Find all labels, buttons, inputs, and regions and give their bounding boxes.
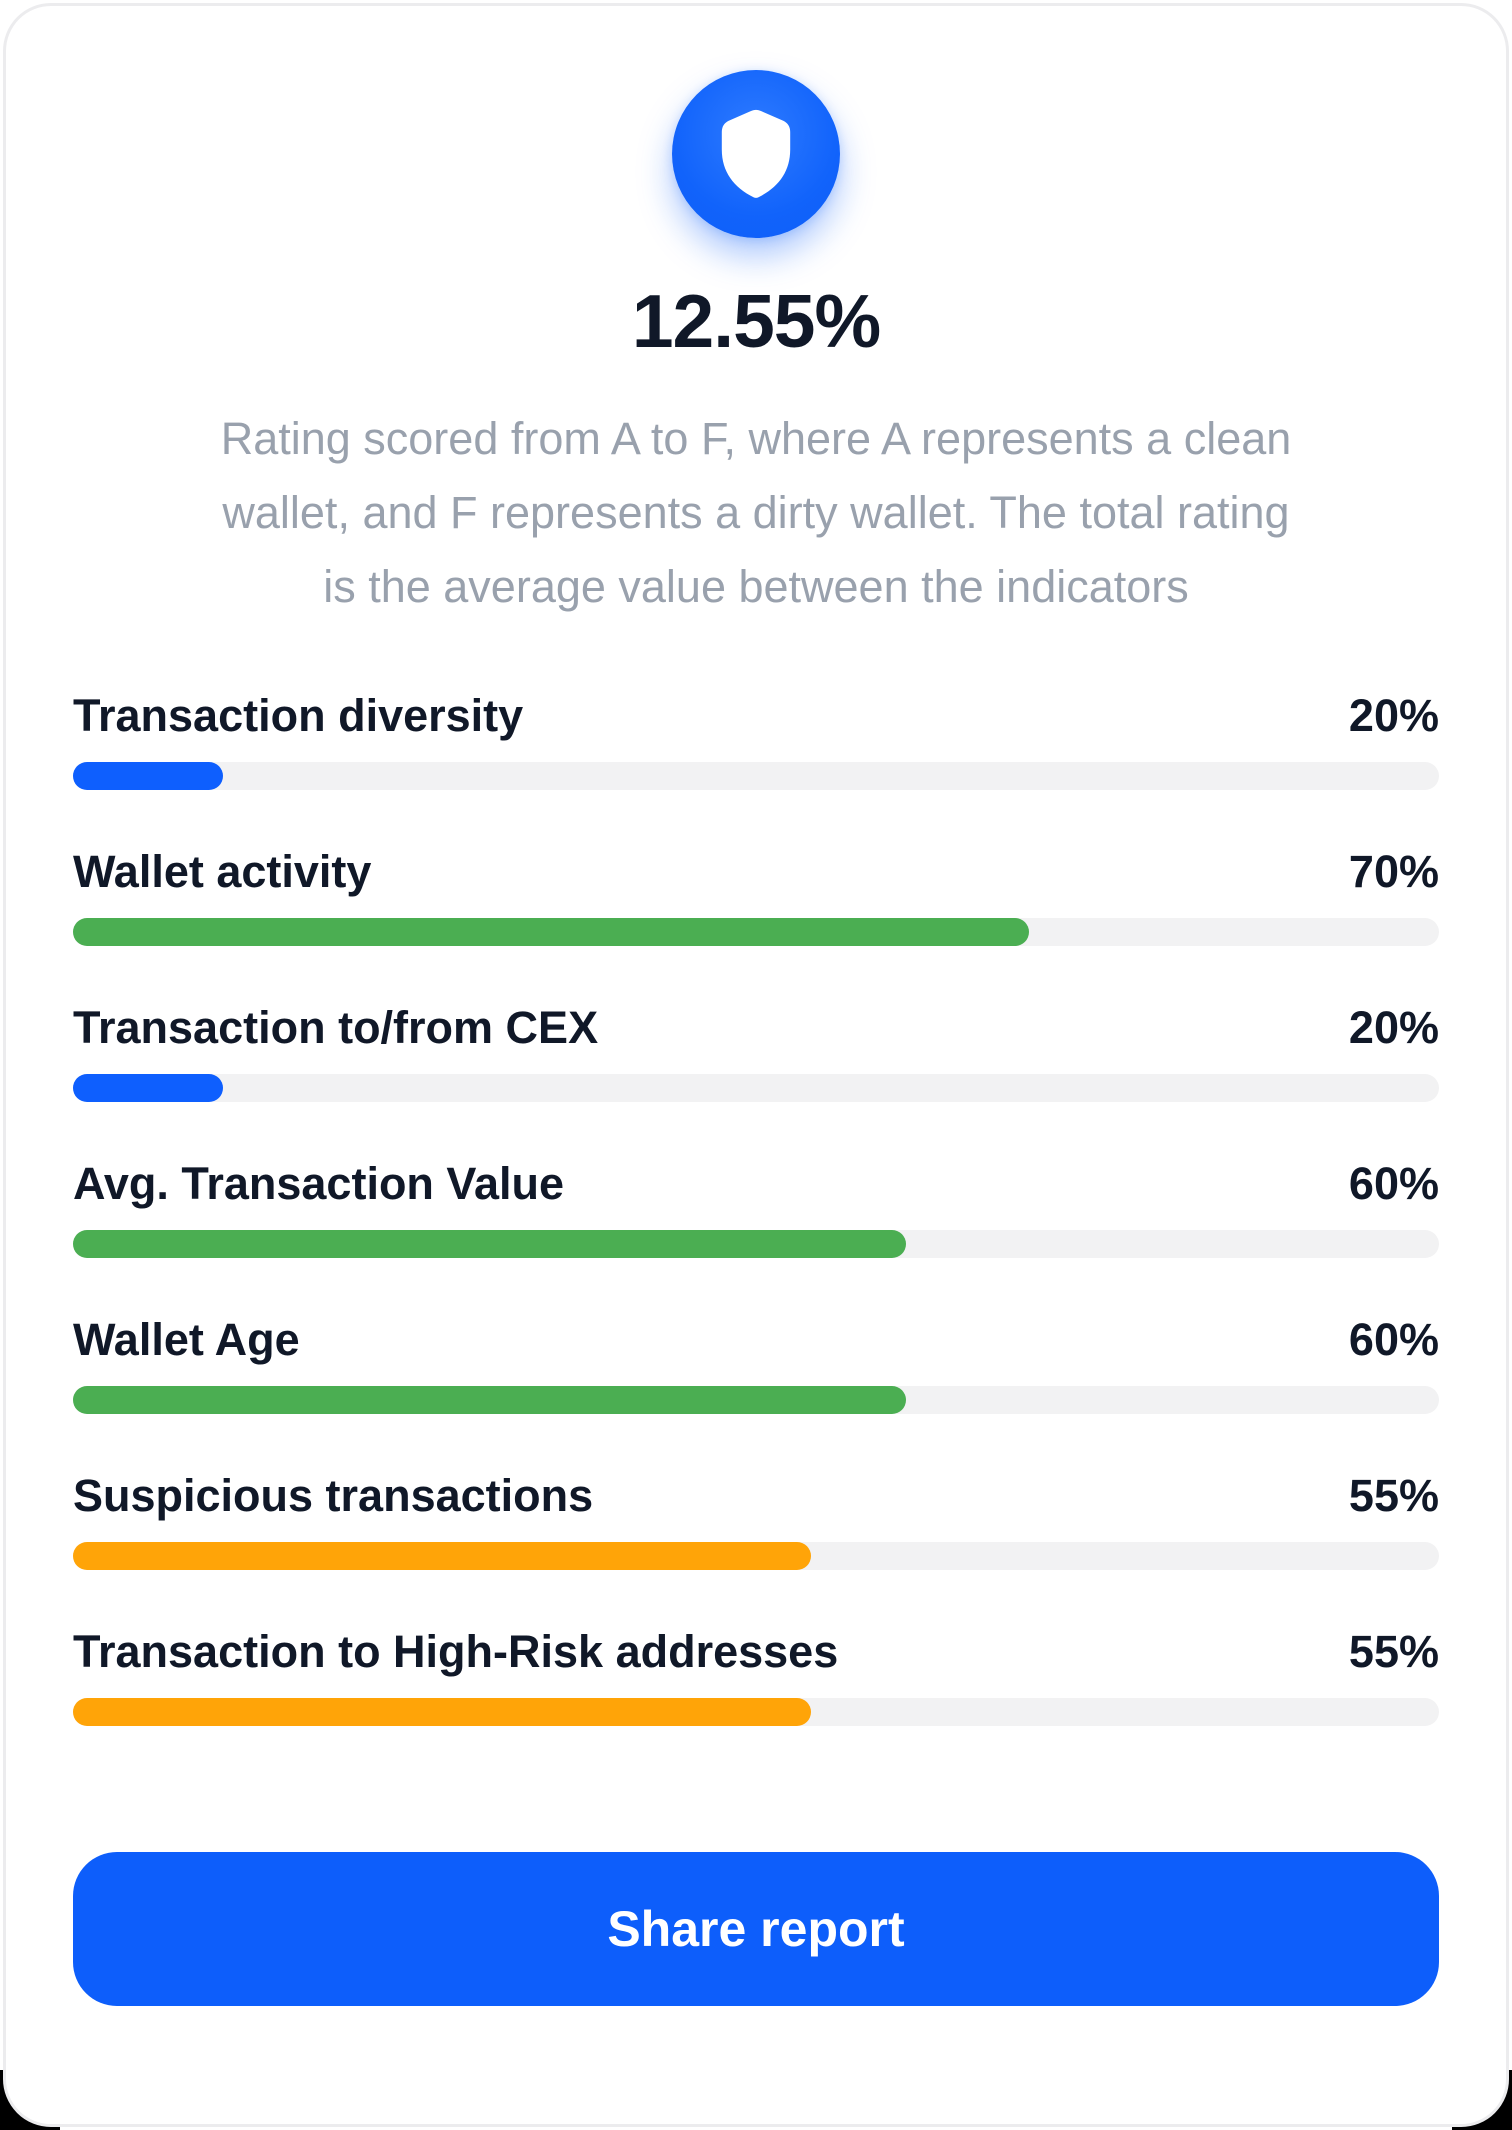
indicator-bar-fill: [73, 1698, 811, 1726]
indicator-row: Wallet activity 70%: [73, 846, 1439, 946]
share-report-button[interactable]: Share report: [73, 1852, 1439, 2006]
indicator-bar-fill: [73, 762, 224, 790]
total-rating-score: 12.55%: [631, 279, 881, 363]
indicator-label: Transaction diversity: [73, 690, 524, 741]
indicator-label: Transaction to High-Risk addresses: [73, 1626, 839, 1677]
indicator-value: 60%: [1348, 1314, 1439, 1365]
indicator-value: 20%: [1348, 690, 1439, 741]
indicator-label: Suspicious transactions: [73, 1470, 594, 1521]
rating-description-line: Rating scored from A to F, where A repre…: [220, 413, 1292, 464]
indicator-row: Wallet Age 60%: [73, 1314, 1439, 1414]
rating-description-line: is the average value between the indicat…: [323, 561, 1189, 612]
indicator-bar-fill: [73, 918, 1030, 946]
indicator-value: 55%: [1348, 1626, 1439, 1677]
indicator-row: Transaction to High-Risk addresses 55%: [73, 1626, 1439, 1726]
indicator-label: Wallet Age: [73, 1314, 300, 1365]
indicator-bar-fill: [73, 1074, 224, 1102]
indicator-row-head: Wallet Age 60%: [73, 1314, 1439, 1366]
indicator-row-head: Transaction diversity 20%: [73, 690, 1439, 742]
shield-icon: [711, 104, 801, 204]
shield-badge: [672, 70, 840, 238]
indicator-label: Transaction to/from CEX: [73, 1002, 599, 1053]
indicator-row-head: Transaction to/from CEX 20%: [73, 1002, 1439, 1054]
indicator-list: Transaction diversity 20% Wallet activity 7…: [73, 690, 1439, 1726]
indicator-row: Transaction to/from CEX 20%: [73, 1002, 1439, 1102]
indicator-value: 55%: [1348, 1470, 1439, 1521]
indicator-bar-track: [73, 1074, 1439, 1102]
rating-description: Rating scored from A to F, where A repre…: [76, 402, 1436, 624]
indicator-value: 60%: [1348, 1158, 1439, 1209]
indicator-row-head: Wallet activity 70%: [73, 846, 1439, 898]
rating-description-line: wallet, and F represents a dirty wallet.…: [222, 487, 1290, 538]
indicator-row: Suspicious transactions 55%: [73, 1470, 1439, 1570]
icon-wrap: [73, 70, 1439, 238]
indicator-bar-fill: [73, 1386, 907, 1414]
indicator-row-head: Suspicious transactions 55%: [73, 1470, 1439, 1522]
indicator-label: Wallet activity: [73, 846, 372, 897]
indicator-bar-track: [73, 918, 1439, 946]
indicator-row-head: Avg. Transaction Value 60%: [73, 1158, 1439, 1210]
indicator-bar-track: [73, 1542, 1439, 1570]
indicator-value: 70%: [1348, 846, 1439, 897]
indicator-bar-fill: [73, 1230, 907, 1258]
indicator-bar-fill: [73, 1542, 811, 1570]
indicator-row: Transaction diversity 20%: [73, 690, 1439, 790]
indicator-bar-track: [73, 1230, 1439, 1258]
indicator-row-head: Transaction to High-Risk addresses 55%: [73, 1626, 1439, 1678]
wallet-rating-card: 12.55% Rating scored from A to F, where …: [3, 3, 1509, 2127]
indicator-bar-track: [73, 762, 1439, 790]
indicator-value: 20%: [1348, 1002, 1439, 1053]
indicator-bar-track: [73, 1698, 1439, 1726]
indicator-label: Avg. Transaction Value: [73, 1158, 565, 1209]
indicator-bar-track: [73, 1386, 1439, 1414]
indicator-row: Avg. Transaction Value 60%: [73, 1158, 1439, 1258]
